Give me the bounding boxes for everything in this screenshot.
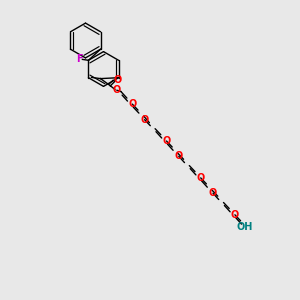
Text: OH: OH bbox=[236, 222, 253, 232]
Text: O: O bbox=[140, 115, 149, 125]
Text: O: O bbox=[128, 99, 136, 109]
Text: O: O bbox=[231, 210, 239, 220]
Text: O: O bbox=[175, 151, 183, 161]
Text: O: O bbox=[196, 173, 205, 183]
Text: F: F bbox=[76, 54, 83, 64]
Text: O: O bbox=[113, 75, 122, 85]
Text: O: O bbox=[209, 188, 217, 198]
Text: O: O bbox=[113, 85, 121, 95]
Text: O: O bbox=[162, 136, 171, 146]
